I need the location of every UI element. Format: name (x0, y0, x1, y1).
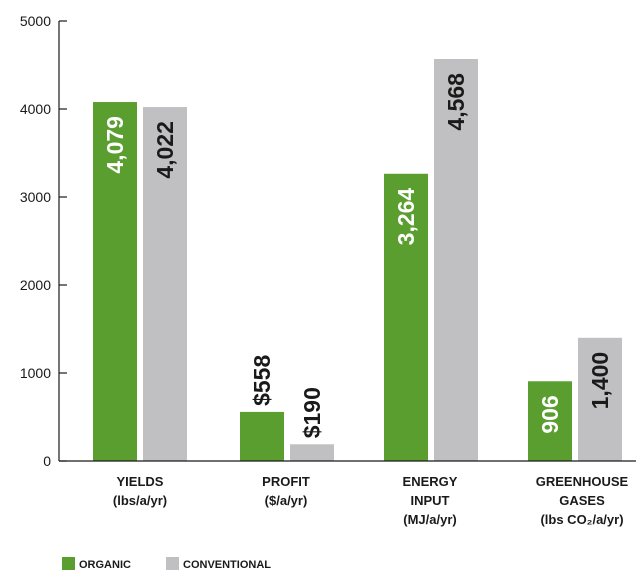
data-label-organic-1: $558 (249, 355, 275, 406)
bars (59, 59, 636, 462)
bar-conventional-3 (578, 337, 622, 461)
y-tick-label: 1000 (20, 365, 51, 381)
category-label-2-line-0: ENERGY (403, 474, 458, 489)
legend-label-conventional: CONVENTIONAL (183, 559, 271, 571)
data-label-conventional-0: 4,022 (152, 121, 178, 179)
category-label-2-line-1: INPUT (411, 493, 450, 508)
y-tick-label: 0 (43, 453, 51, 469)
bar-organic-1 (240, 411, 284, 461)
category-label-3-line-1: GASES (559, 493, 605, 508)
category-labels: YIELDS (lbs/a/yr) PROFIT ($/a/yr) ENERGY INPU… (113, 474, 629, 527)
category-label-0-line-0: YIELDS (117, 474, 164, 489)
y-axis: 0 1000 2000 3000 4000 5000 (20, 13, 67, 469)
category-label-2-line-2: (MJ/a/yr) (403, 512, 456, 527)
legend-swatch-conventional (166, 557, 179, 570)
bar-conventional-1 (290, 444, 334, 461)
data-label-conventional-2: 4,568 (443, 73, 469, 131)
bar-organic-3 (528, 381, 572, 461)
y-tick-label: 5000 (20, 13, 51, 29)
bar-organic-2 (384, 173, 428, 461)
category-label-1-line-1: ($/a/yr) (265, 493, 308, 508)
data-label-conventional-1: $190 (299, 387, 325, 438)
data-label-conventional-3: 1,400 (587, 352, 613, 410)
legend: ORGANIC CONVENTIONAL (62, 557, 271, 571)
y-tick-label: 3000 (20, 189, 51, 205)
legend-label-organic: ORGANIC (79, 559, 131, 571)
category-label-3-line-2: (lbs CO₂/a/yr) (540, 512, 623, 527)
category-label-3-line-0: GREENHOUSE (536, 474, 629, 489)
legend-swatch-organic (62, 557, 75, 570)
bar-organic-0 (93, 102, 137, 461)
bar-conventional-0 (143, 107, 187, 462)
bar-conventional-2 (434, 59, 478, 462)
data-label-organic-2: 3,264 (393, 188, 419, 246)
y-tick-label: 2000 (20, 277, 51, 293)
y-tick-label: 4000 (20, 101, 51, 117)
data-label-organic-3: 906 (537, 395, 563, 433)
category-label-0-line-1: (lbs/a/yr) (113, 493, 167, 508)
category-label-1-line-0: PROFIT (262, 474, 310, 489)
data-label-organic-0: 4,079 (102, 116, 128, 174)
data-labels: 4,079 $558 3,264 906 4,022 $190 4,568 1,400 (102, 73, 613, 438)
